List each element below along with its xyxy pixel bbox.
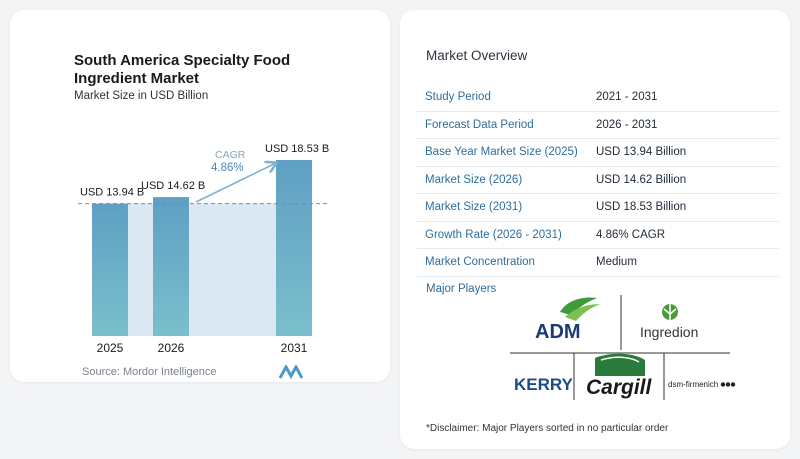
data-label-2025: USD 13.94 B — [80, 187, 144, 199]
major-players-title: Major Players — [426, 283, 497, 295]
overview-row-value: USD 18.53 Billion — [586, 193, 779, 222]
disclaimer: *Disclaimer: Major Players sorted in no … — [426, 423, 669, 434]
overview-row-value: 4.86% CAGR — [586, 221, 779, 249]
kerry-logo: KERRY — [514, 375, 574, 394]
overview-row: Market Size (2031) USD 18.53 Billion — [417, 193, 779, 222]
ingredion-logo: Ingredion — [640, 304, 698, 340]
adm-logo-text: ADM — [535, 321, 581, 343]
dsm-firmenich-logo-text: dsm-firmenich — [668, 380, 718, 389]
mordor-logo-icon — [279, 365, 303, 379]
adm-logo: ADM — [535, 297, 600, 343]
data-label-2026: USD 14.62 B — [141, 180, 205, 192]
overview-row-label: Study Period — [417, 84, 586, 112]
overview-row-label: Market Concentration — [417, 248, 586, 277]
overview-row: Study Period 2021 - 2031 — [417, 84, 779, 112]
chart-title-line-1: South America Specialty Food — [74, 52, 291, 69]
overview-row-value: USD 13.94 Billion — [586, 138, 779, 167]
overview-row: Base Year Market Size (2025) USD 13.94 Bi… — [417, 138, 779, 167]
bar-2031 — [276, 160, 312, 336]
overview-row-value: USD 14.62 Billion — [586, 166, 779, 194]
dsm-firmenich-logo: dsm-firmenich — [668, 380, 736, 389]
cargill-logo-text: Cargill — [586, 376, 653, 399]
x-tick-2026: 2026 — [158, 341, 185, 355]
chart-title-line-2: Ingredient Market — [74, 70, 200, 87]
chart-title: South America Specialty Food Ingredient … — [74, 52, 334, 88]
cagr-label: CAGR — [215, 149, 246, 161]
data-label-2031: USD 18.53 B — [265, 143, 329, 155]
source-note: Source: Mordor Intelligence — [82, 366, 217, 378]
overview-row-value: 2021 - 2031 — [586, 84, 779, 112]
cagr-value: 4.86% — [211, 162, 244, 174]
bar-2025 — [92, 203, 128, 336]
cargill-logo: Cargill — [586, 353, 653, 399]
x-tick-2031: 2031 — [281, 341, 308, 355]
baseline-band — [128, 203, 276, 336]
overview-row-value: 2026 - 2031 — [586, 111, 779, 139]
overview-row: Market Size (2026) USD 14.62 Billion — [417, 166, 779, 194]
overview-table: Study Period 2021 - 2031 Forecast Data Per… — [417, 84, 779, 277]
x-tick-2025: 2025 — [97, 341, 124, 355]
major-players-logos: ADM Ingredion KERRY Cargill dsm-firmenic… — [510, 295, 736, 400]
ingredion-logo-text: Ingredion — [640, 324, 698, 340]
overview-row-label: Base Year Market Size (2025) — [417, 138, 586, 167]
kerry-logo-text: KERRY — [514, 375, 574, 394]
bar-2026 — [153, 197, 189, 336]
cagr-arrow — [195, 164, 274, 203]
chart-subtitle: Market Size in USD Billion — [74, 90, 209, 102]
overview-row-value: Medium — [586, 248, 779, 277]
overview-row: Forecast Data Period 2026 - 2031 — [417, 111, 779, 139]
overview-row-label: Market Size (2031) — [417, 193, 586, 222]
overview-row-label: Market Size (2026) — [417, 166, 586, 194]
overview-row: Market Concentration Medium — [417, 248, 779, 277]
overview-title: Market Overview — [426, 48, 528, 63]
overview-row-label: Forecast Data Period — [417, 111, 586, 139]
overview-row: Growth Rate (2026 - 2031) 4.86% CAGR — [417, 221, 779, 249]
overview-row-label: Growth Rate (2026 - 2031) — [417, 221, 586, 249]
